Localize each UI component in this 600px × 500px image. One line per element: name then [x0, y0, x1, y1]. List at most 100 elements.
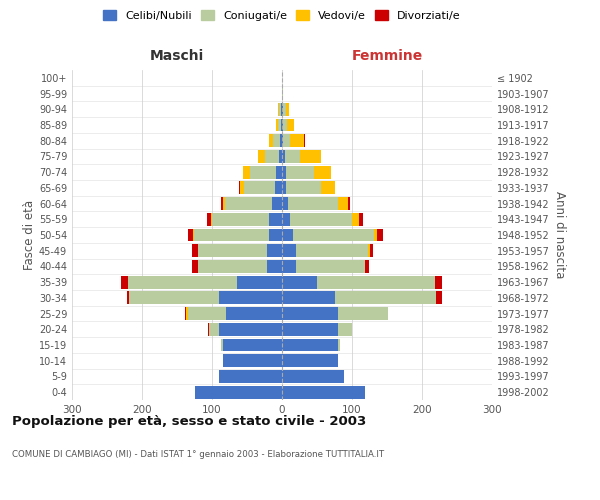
- Bar: [300, 150, 321, 163]
- Bar: [317, 276, 434, 288]
- Bar: [282, 244, 296, 257]
- Bar: [193, 244, 198, 257]
- Text: Maschi: Maschi: [150, 50, 204, 64]
- Bar: [278, 150, 282, 163]
- Text: COMUNE DI CAMBIAGO (MI) - Dati ISTAT 1° gennaio 2003 - Elaborazione TUTTITALIA.I: COMUNE DI CAMBIAGO (MI) - Dati ISTAT 1° …: [12, 450, 384, 459]
- Bar: [280, 134, 282, 147]
- Bar: [266, 244, 282, 257]
- Bar: [435, 276, 442, 288]
- Bar: [283, 134, 290, 147]
- Bar: [335, 292, 436, 304]
- Bar: [293, 228, 374, 241]
- Bar: [198, 260, 266, 273]
- Text: Femmine: Femmine: [352, 50, 422, 64]
- Bar: [282, 276, 317, 288]
- Text: Popolazione per età, sesso e stato civile - 2003: Popolazione per età, sesso e stato civil…: [12, 415, 366, 428]
- Bar: [275, 182, 282, 194]
- Bar: [223, 354, 282, 367]
- Bar: [186, 307, 187, 320]
- Bar: [282, 182, 286, 194]
- Bar: [193, 228, 194, 241]
- Bar: [290, 213, 352, 226]
- Bar: [224, 197, 272, 210]
- Bar: [209, 323, 219, 336]
- Bar: [276, 118, 278, 132]
- Bar: [221, 338, 223, 351]
- Bar: [338, 323, 352, 336]
- Bar: [282, 213, 290, 226]
- Bar: [286, 182, 321, 194]
- Bar: [282, 228, 293, 241]
- Bar: [128, 276, 236, 288]
- Bar: [321, 182, 335, 194]
- Bar: [282, 150, 285, 163]
- Bar: [282, 386, 365, 398]
- Bar: [287, 118, 294, 132]
- Bar: [365, 260, 369, 273]
- Bar: [338, 338, 340, 351]
- Bar: [282, 370, 344, 383]
- Bar: [296, 260, 365, 273]
- Bar: [194, 228, 269, 241]
- Bar: [282, 118, 283, 132]
- Bar: [219, 323, 282, 336]
- Bar: [207, 213, 211, 226]
- Bar: [377, 228, 383, 241]
- Bar: [223, 197, 224, 210]
- Bar: [304, 134, 305, 147]
- Bar: [282, 307, 338, 320]
- Bar: [338, 197, 348, 210]
- Y-axis label: Fasce di età: Fasce di età: [23, 200, 36, 270]
- Bar: [287, 197, 338, 210]
- Bar: [219, 370, 282, 383]
- Bar: [281, 118, 282, 132]
- Bar: [374, 228, 377, 241]
- Bar: [269, 228, 282, 241]
- Bar: [282, 292, 335, 304]
- Bar: [370, 244, 373, 257]
- Bar: [286, 166, 314, 178]
- Bar: [436, 292, 442, 304]
- Bar: [278, 103, 281, 116]
- Bar: [278, 118, 281, 132]
- Legend: Celibi/Nubili, Coniugati/e, Vedovi/e, Divorziati/e: Celibi/Nubili, Coniugati/e, Vedovi/e, Di…: [99, 6, 465, 25]
- Bar: [193, 260, 198, 273]
- Bar: [226, 307, 282, 320]
- Bar: [127, 292, 130, 304]
- Bar: [434, 276, 436, 288]
- Bar: [239, 182, 240, 194]
- Bar: [359, 213, 362, 226]
- Bar: [348, 197, 350, 210]
- Bar: [282, 197, 287, 210]
- Bar: [296, 244, 368, 257]
- Bar: [282, 354, 338, 367]
- Bar: [282, 323, 338, 336]
- Bar: [219, 292, 282, 304]
- Bar: [286, 103, 289, 116]
- Bar: [281, 103, 282, 116]
- Bar: [121, 276, 128, 288]
- Bar: [187, 307, 226, 320]
- Bar: [338, 307, 388, 320]
- Bar: [194, 386, 282, 398]
- Bar: [266, 260, 282, 273]
- Bar: [282, 338, 338, 351]
- Bar: [236, 276, 282, 288]
- Bar: [277, 166, 282, 178]
- Bar: [282, 87, 283, 100]
- Bar: [352, 213, 359, 226]
- Bar: [283, 118, 287, 132]
- Bar: [257, 150, 265, 163]
- Bar: [221, 197, 223, 210]
- Bar: [265, 150, 278, 163]
- Bar: [244, 182, 275, 194]
- Bar: [240, 182, 244, 194]
- Bar: [188, 228, 193, 241]
- Bar: [368, 244, 370, 257]
- Bar: [243, 166, 250, 178]
- Bar: [211, 213, 212, 226]
- Bar: [269, 213, 282, 226]
- Bar: [185, 307, 186, 320]
- Bar: [272, 197, 282, 210]
- Bar: [130, 292, 219, 304]
